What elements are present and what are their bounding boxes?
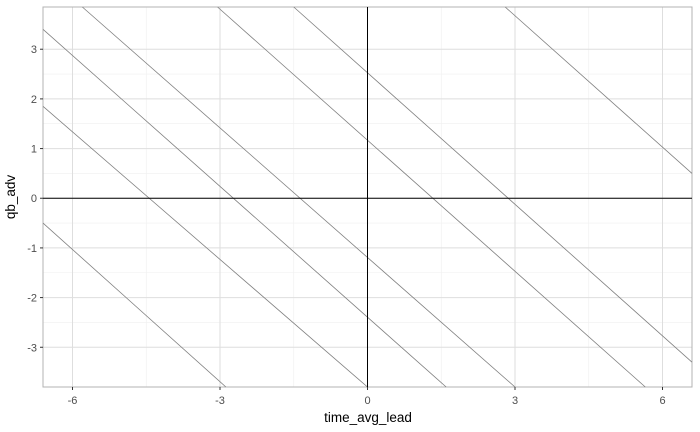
y-tick-label: -1 xyxy=(27,243,37,255)
series-line-2 xyxy=(42,106,368,388)
y-tick-label: 2 xyxy=(31,94,37,106)
x-axis-title: time_avg_lead xyxy=(324,410,412,425)
x-tick-label: 6 xyxy=(659,395,665,407)
series-line-5 xyxy=(217,6,646,388)
tick-layer: -6 -3 0 3 6 -3 -2 -1 0 1 2 3 xyxy=(27,44,665,407)
y-tick-label: 3 xyxy=(31,44,37,56)
series-line-6 xyxy=(293,6,693,363)
y-tick-label: -2 xyxy=(27,293,37,305)
reference-lines xyxy=(43,7,692,387)
x-tick-label: 3 xyxy=(512,395,518,407)
y-tick-label: -3 xyxy=(27,342,37,354)
y-axis-title: qb_adv xyxy=(3,175,18,220)
series-line-4 xyxy=(82,6,516,388)
y-tick-label: 0 xyxy=(31,193,37,205)
x-tick-label: -6 xyxy=(68,395,78,407)
y-tick-label: 1 xyxy=(31,144,37,156)
series-line-1 xyxy=(42,222,227,388)
x-tick-label: 0 xyxy=(364,395,370,407)
series-layer xyxy=(42,6,693,388)
series-line-7 xyxy=(504,6,693,174)
x-tick-label: -3 xyxy=(215,395,225,407)
series-line-3 xyxy=(42,29,447,388)
